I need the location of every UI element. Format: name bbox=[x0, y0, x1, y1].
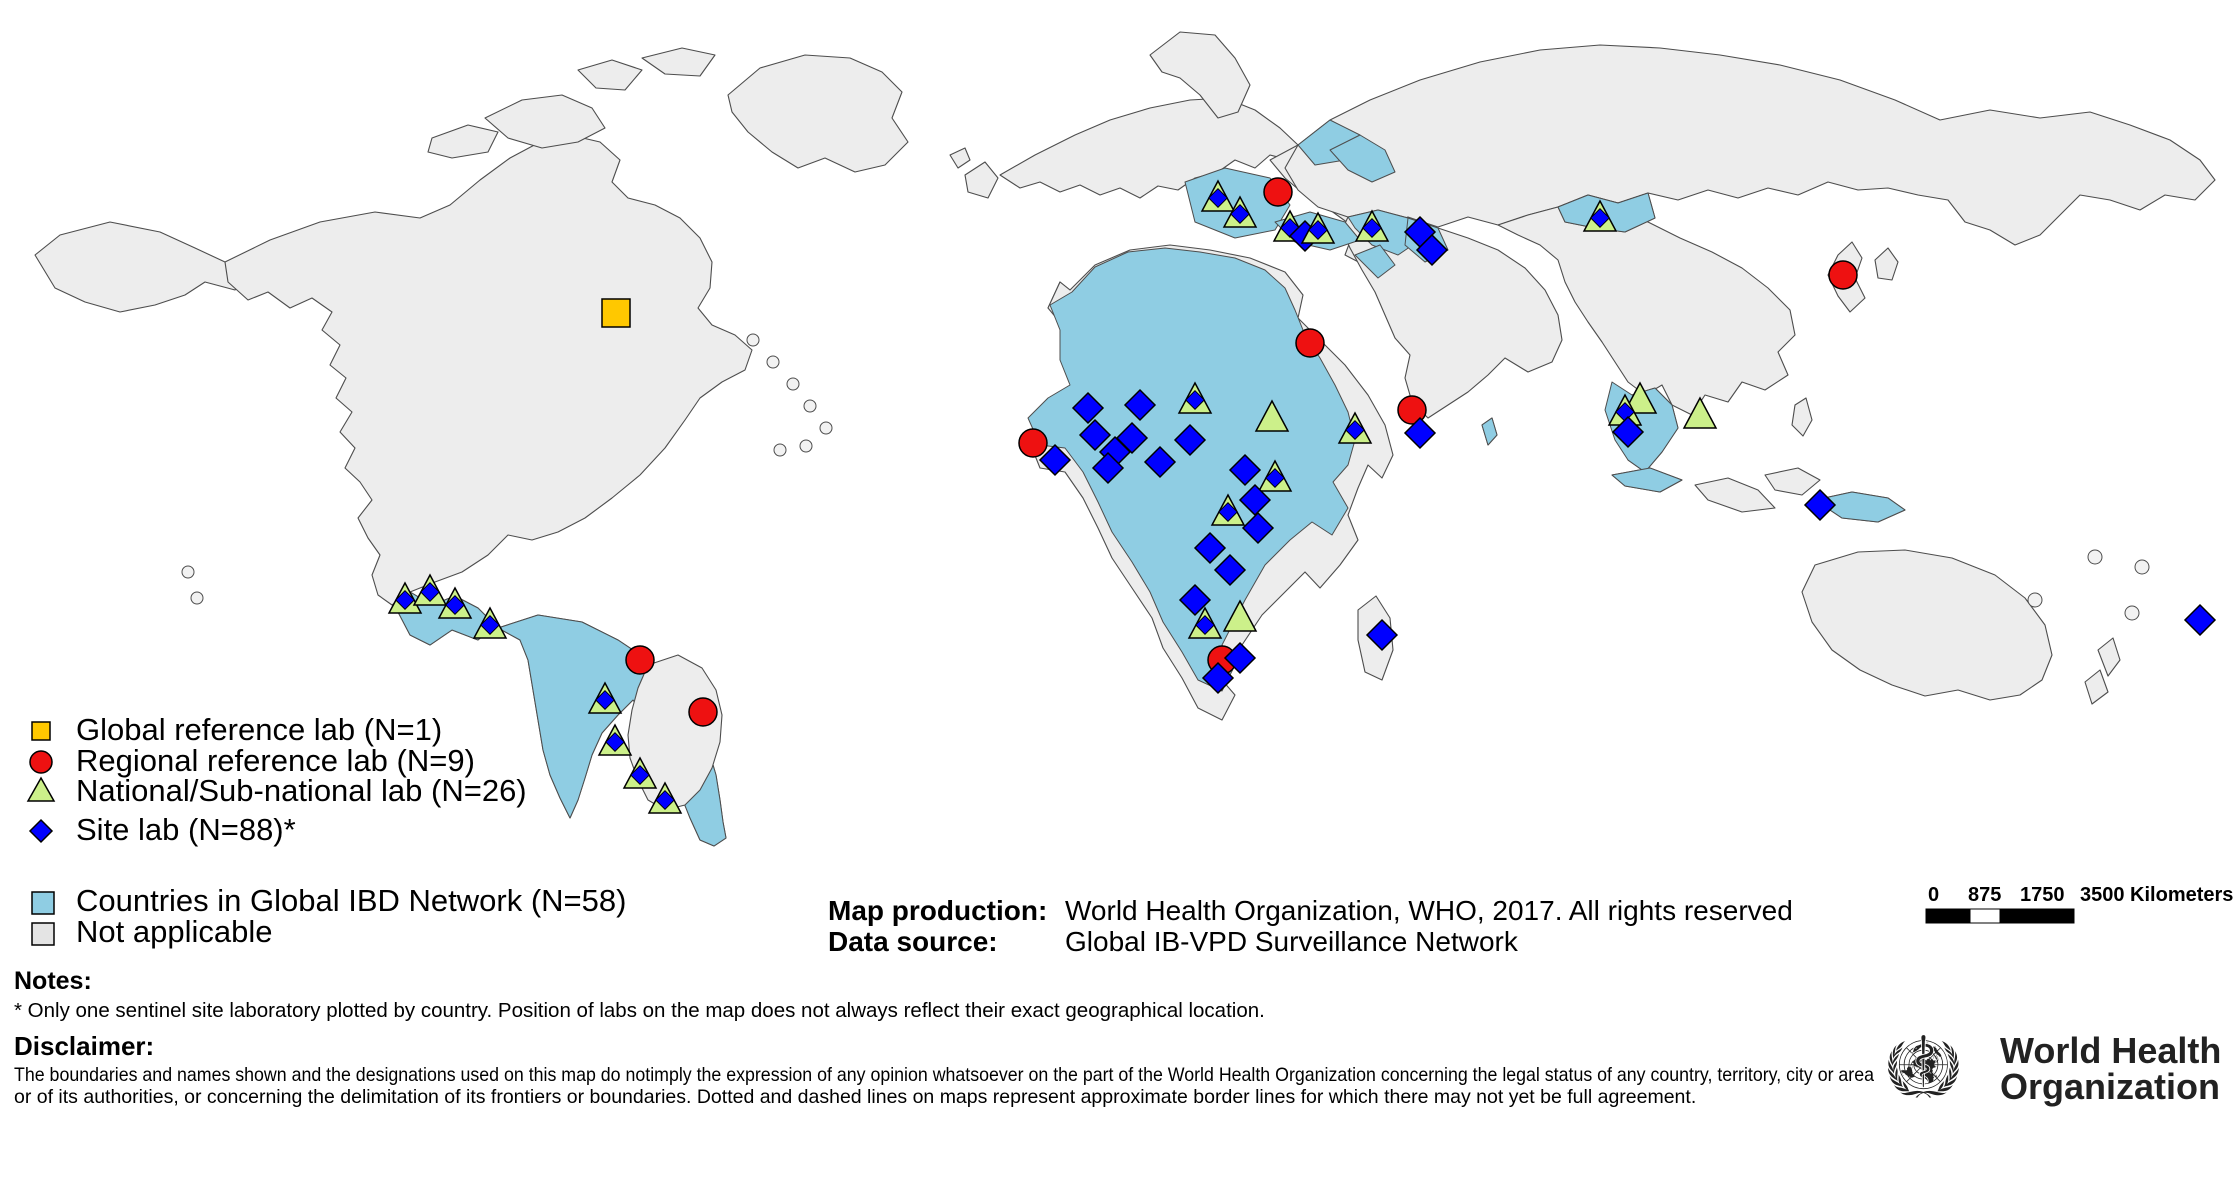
svg-text:Not applicable: Not applicable bbox=[76, 914, 272, 949]
svg-text:Site lab (N=88)*: Site lab (N=88)* bbox=[76, 812, 296, 847]
svg-text:875: 875 bbox=[1968, 884, 2001, 906]
svg-text:World Health: World Health bbox=[2000, 1030, 2221, 1071]
svg-text:National/Sub-national lab (N=2: National/Sub-national lab (N=26) bbox=[76, 773, 527, 808]
svg-text:or of its authorities, or conc: or of its authorities, or concerning the… bbox=[14, 1086, 1696, 1108]
svg-text:0: 0 bbox=[1928, 884, 1939, 906]
svg-text:Countries in Global IBD Networ: Countries in Global IBD Network (N=58) bbox=[76, 883, 626, 918]
svg-text:1750: 1750 bbox=[2020, 884, 2065, 906]
svg-text:Disclaimer:: Disclaimer: bbox=[14, 1031, 154, 1061]
svg-text:The boundaries and names shown: The boundaries and names shown and the d… bbox=[14, 1064, 1874, 1086]
svg-text:World Health Organization, WHO: World Health Organization, WHO, 2017. Al… bbox=[1065, 895, 1793, 926]
svg-text:Map production:: Map production: bbox=[828, 895, 1047, 926]
svg-text:3500 Kilometers: 3500 Kilometers bbox=[2080, 884, 2233, 906]
svg-text:Data source:: Data source: bbox=[828, 926, 998, 957]
svg-text:* Only one sentinel site labor: * Only one sentinel site laboratory plot… bbox=[14, 999, 1265, 1022]
svg-text:Organization: Organization bbox=[2000, 1066, 2220, 1107]
svg-text:Global reference lab (N=1): Global reference lab (N=1) bbox=[76, 712, 442, 747]
svg-text:Notes:: Notes: bbox=[14, 967, 92, 995]
svg-text:Global IB-VPD Surveillance Net: Global IB-VPD Surveillance Network bbox=[1065, 926, 1519, 957]
